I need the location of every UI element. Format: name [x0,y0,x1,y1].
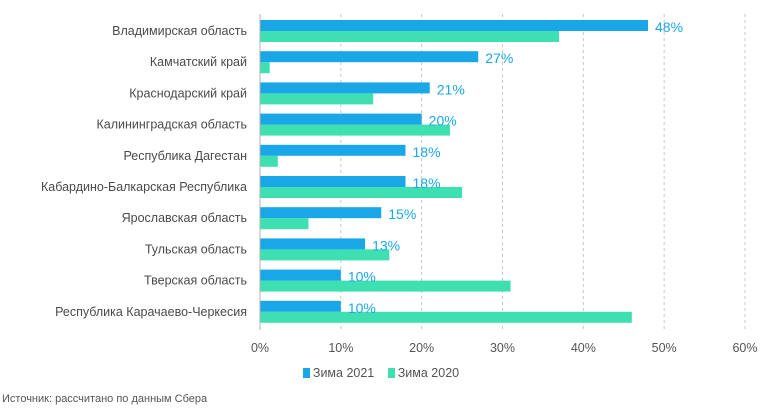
bar-2020 [260,187,463,198]
legend-swatch-2021 [302,368,310,378]
category-label: Республика Карачаево-Черкесия [55,305,247,319]
category-label: Тверская область [144,274,247,288]
data-label-2021: 10% [348,269,376,285]
data-label-2021: 18% [413,175,441,191]
x-tick-label: 0% [251,341,269,355]
legend: Зима 2021 Зима 2020 [0,366,762,381]
bar-2020 [260,124,450,136]
x-tick-label: 40% [571,341,596,355]
data-label-2021: 15% [388,206,416,222]
category-label: Калининградская область [96,118,247,132]
x-tick-label: 50% [652,341,677,355]
category-label: Республика Дагестан [123,149,247,163]
legend-label-2020: Зима 2020 [397,366,460,380]
bar-2021 [260,144,406,156]
legend-label-2021: Зима 2021 [312,366,375,380]
bar-2021 [260,20,648,31]
bar-2021 [260,176,406,187]
bar-2020 [260,155,278,167]
bar-2021 [260,207,382,219]
bar-2021 [260,269,341,281]
legend-swatch-2020 [387,368,395,378]
bar-2021 [260,82,430,94]
bar-2020 [260,280,511,292]
bar-2021 [260,300,341,312]
bar-2021 [260,113,422,125]
x-tick-label: 60% [732,341,757,355]
bar-2020 [260,218,309,230]
data-label-2021: 48% [655,19,683,35]
category-label: Кабардино-Балкарская Республика [41,180,247,194]
category-label: Камчатский край [150,55,247,69]
data-label-2021: 13% [372,237,400,253]
source-note: Источник: рассчитано по данным Сбера [2,393,208,405]
data-label-2021: 20% [429,113,457,129]
bar-2020 [260,93,374,105]
category-label: Ярославская область [122,211,247,225]
x-tick-label: 10% [328,341,353,355]
category-label: Владимирская область [112,24,247,38]
x-tick-label: 30% [490,341,515,355]
bar-2021 [260,51,479,63]
bar-2021 [260,238,366,250]
x-tick-label: 20% [409,341,434,355]
bar-2020 [260,249,390,261]
category-label: Краснодарский край [129,86,247,100]
bar-2020 [260,311,632,323]
data-label-2021: 27% [485,50,513,66]
legend-item-2021: Зима 2021 [302,366,375,380]
bar-2020 [260,62,270,74]
data-label-2021: 18% [413,144,441,160]
legend-item-2020: Зима 2020 [387,366,460,380]
data-label-2021: 21% [437,81,465,97]
data-label-2021: 10% [348,300,376,316]
bar-2020 [260,31,560,42]
category-label: Тульская область [145,242,247,256]
